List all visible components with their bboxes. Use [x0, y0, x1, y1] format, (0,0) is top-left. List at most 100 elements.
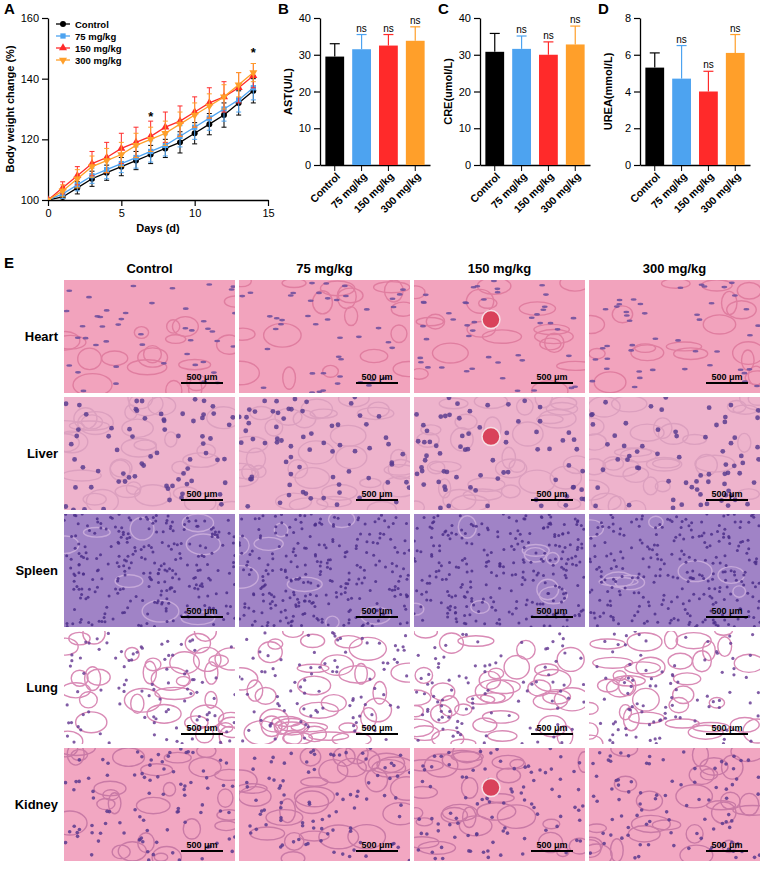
tissue-nucleus [637, 303, 643, 306]
tissue-nucleus [393, 595, 396, 598]
tissue-nucleus [171, 569, 174, 572]
tissue-nucleus [314, 554, 317, 557]
tissue-nucleus [404, 539, 407, 542]
tissue-nucleus [486, 527, 489, 530]
tick-label: 15 [262, 207, 274, 219]
error-cap [330, 43, 340, 44]
marker [132, 143, 140, 150]
tissue-nucleus [504, 440, 509, 445]
tissue-nucleus [112, 618, 115, 621]
tissue-nucleus [230, 415, 235, 420]
tissue-nucleus [487, 560, 490, 563]
tissue-nucleus [534, 430, 539, 435]
tissue-nucleus [425, 599, 428, 602]
tissue-nucleus [176, 434, 181, 439]
error-line [75, 193, 80, 194]
tissue-nucleus [80, 390, 86, 393]
tick: 40 [299, 12, 320, 24]
tissue-structure [338, 288, 363, 303]
tissue-nucleus [140, 548, 143, 551]
tick-mark [195, 200, 196, 206]
tissue-nucleus [548, 624, 551, 627]
scale-bar-label: 500 μm [361, 372, 392, 382]
tissue-nucleus [96, 520, 99, 523]
tissue-nucleus [532, 570, 535, 573]
tissue-nucleus [542, 305, 548, 308]
error-line [178, 112, 183, 113]
tissue-nucleus [200, 361, 206, 364]
tissue-nucleus [495, 361, 501, 364]
tissue-nucleus [304, 594, 307, 597]
tissue-nucleus [167, 498, 172, 503]
error-line [180, 106, 181, 136]
tissue-nucleus [135, 595, 138, 598]
tissue-structure [330, 425, 366, 446]
tissue-nucleus [139, 517, 142, 520]
tissue-nucleus [247, 291, 253, 294]
tissue-nucleus [492, 600, 495, 603]
tissue-nucleus [94, 590, 97, 593]
tissue-structure [224, 296, 235, 307]
tissue-nucleus [215, 457, 220, 462]
tissue-structure [78, 412, 113, 435]
tissue-nucleus [103, 616, 106, 619]
tick-label: 40 [459, 12, 471, 24]
tissue-nucleus [519, 359, 525, 362]
tissue-nucleus [91, 623, 94, 626]
tissue-nucleus [365, 540, 368, 543]
bar [645, 68, 664, 165]
tick: 15 [262, 200, 274, 219]
tissue-nucleus [290, 292, 296, 295]
tissue-nucleus [446, 590, 449, 593]
tissue-nucleus [269, 607, 272, 610]
error-line [735, 35, 736, 53]
tissue-nucleus [582, 497, 585, 502]
tissue-nucleus [284, 460, 289, 465]
tissue-nucleus [212, 623, 215, 626]
tissue-nucleus [465, 605, 468, 608]
tissue-nucleus [562, 625, 565, 627]
tissue-nucleus [257, 528, 260, 531]
tissue-nucleus [454, 611, 457, 614]
tissue-structure [207, 407, 235, 429]
tissue-nucleus [122, 533, 125, 536]
tissue-image [64, 514, 235, 627]
tissue-nucleus [297, 604, 300, 607]
tissue-structure [115, 575, 143, 588]
error-line [178, 136, 183, 137]
tissue-nucleus [464, 370, 470, 373]
tissue-nucleus [372, 541, 375, 544]
tissue-nucleus [219, 502, 224, 507]
tissue-nucleus [566, 430, 571, 435]
error-line [178, 105, 183, 106]
tissue-structure [64, 536, 79, 553]
tissue-nucleus [319, 570, 322, 573]
tissue-nucleus [126, 606, 129, 609]
error-line [207, 87, 212, 88]
tissue-nucleus [428, 582, 431, 585]
tissue-nucleus [554, 585, 557, 588]
tick-mark [654, 165, 655, 171]
tissue-structure [134, 327, 148, 339]
tissue-nucleus [353, 449, 358, 454]
tissue-nucleus [604, 357, 610, 360]
error-cap [703, 71, 713, 72]
tissue-nucleus [240, 517, 243, 520]
tissue-nucleus [393, 546, 396, 549]
tissue-nucleus [623, 311, 629, 314]
error-line [104, 142, 109, 143]
tissue-nucleus [421, 301, 427, 304]
tissue-nucleus [80, 325, 86, 328]
tissue-nucleus [578, 561, 581, 564]
tissue-nucleus [698, 473, 703, 478]
tissue-nucleus [274, 515, 277, 518]
tissue-nucleus [720, 449, 725, 454]
tissue-nucleus [73, 580, 76, 583]
tissue-nucleus [148, 585, 151, 588]
tissue-nucleus [70, 535, 73, 538]
tissue-nucleus [449, 605, 452, 608]
tissue-nucleus [170, 586, 173, 589]
error-line [134, 127, 139, 128]
tissue-nucleus [292, 591, 295, 594]
tissue-nucleus [540, 558, 543, 561]
